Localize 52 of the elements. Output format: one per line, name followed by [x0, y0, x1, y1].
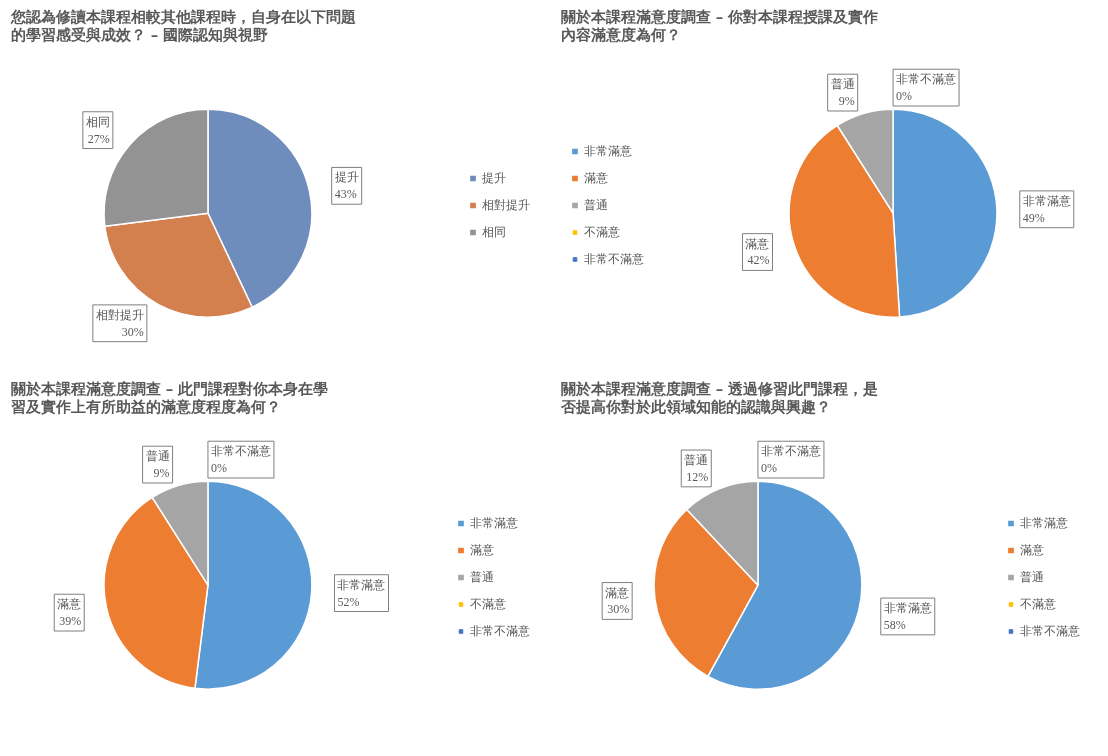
- slice-label: 非常滿意: [883, 601, 932, 616]
- category-label: 非常不滿意: [760, 444, 821, 459]
- slice-label: 滿意: [745, 236, 770, 251]
- legend-label: 非常不滿意: [470, 622, 530, 640]
- slice-label: 滿意: [57, 597, 82, 612]
- data-label: 27%: [87, 131, 110, 146]
- legend-label: 非常不滿意: [584, 250, 644, 268]
- slice-label: 非常滿意: [1022, 193, 1071, 208]
- legend-label: 非常滿意: [1020, 514, 1068, 532]
- legend-label: 相同: [482, 223, 506, 241]
- category-label: 非常不滿意: [896, 72, 957, 87]
- chart-title: 關於本課程滿意度調查 – 透過修習此門課程，是否提高你對於此領域知能的認識與興趣？: [559, 379, 879, 416]
- chart-title: 關於本課程滿意度調查 – 你對本課程授課及實作內容滿意度為何？: [560, 7, 879, 44]
- legend-label: 不滿意: [584, 223, 620, 241]
- category-label: 非常滿意: [584, 143, 632, 158]
- data-label: 30%: [121, 324, 144, 339]
- legend-label: 相對提升: [482, 196, 530, 214]
- data-label: 39%: [59, 614, 82, 629]
- data-label: 58%: [883, 617, 906, 632]
- data-label: 52%: [337, 594, 360, 609]
- legend-label: 滿意: [584, 169, 608, 187]
- legend-label: 非常不滿意: [1020, 622, 1080, 640]
- text: 0%: [760, 461, 777, 476]
- text: 0%: [896, 89, 913, 104]
- slice-label: 普通: [145, 449, 170, 464]
- legend-label: 不滿意: [470, 595, 506, 613]
- data-label: 42%: [747, 253, 770, 268]
- legend-label: 提升: [482, 169, 506, 187]
- slice-label: 普通: [684, 453, 709, 468]
- slice-label: 相同: [85, 114, 110, 129]
- legend-label: 不滿意: [1020, 595, 1056, 613]
- legend-label: 滿意: [470, 541, 494, 559]
- data-label: 43%: [334, 187, 357, 202]
- data-label: 9%: [153, 466, 170, 481]
- legend-label: 普通: [470, 568, 494, 586]
- category-label: 滿意: [1020, 542, 1044, 557]
- legend-label: 非常滿意: [470, 514, 518, 532]
- chart-title: 關於本課程滿意度調查 – 此門課程對你本身在學習及實作上有所助益的滿意度程度為何？: [10, 379, 329, 416]
- slice-label: 非常滿意: [337, 577, 386, 592]
- slice-label: 滿意: [605, 585, 630, 600]
- data-label: 12%: [686, 469, 709, 484]
- category-label: 非常不滿意: [210, 444, 271, 459]
- text: 0%: [210, 461, 227, 476]
- slice-label: 提升: [334, 170, 359, 185]
- slice-label: 普通: [830, 77, 855, 92]
- category-label: 普通: [1020, 569, 1044, 584]
- data-label: 30%: [607, 602, 630, 617]
- data-label: 9%: [838, 94, 855, 109]
- chart-title: 您認為修讀本課程相較其他課程時，自身在以下問題的學習感受與成效？ – 國際認知與視野: [9, 7, 356, 44]
- slice-label: 相對提升: [95, 307, 144, 322]
- data-label: 49%: [1022, 210, 1045, 225]
- legend-label: 普通: [584, 196, 608, 214]
